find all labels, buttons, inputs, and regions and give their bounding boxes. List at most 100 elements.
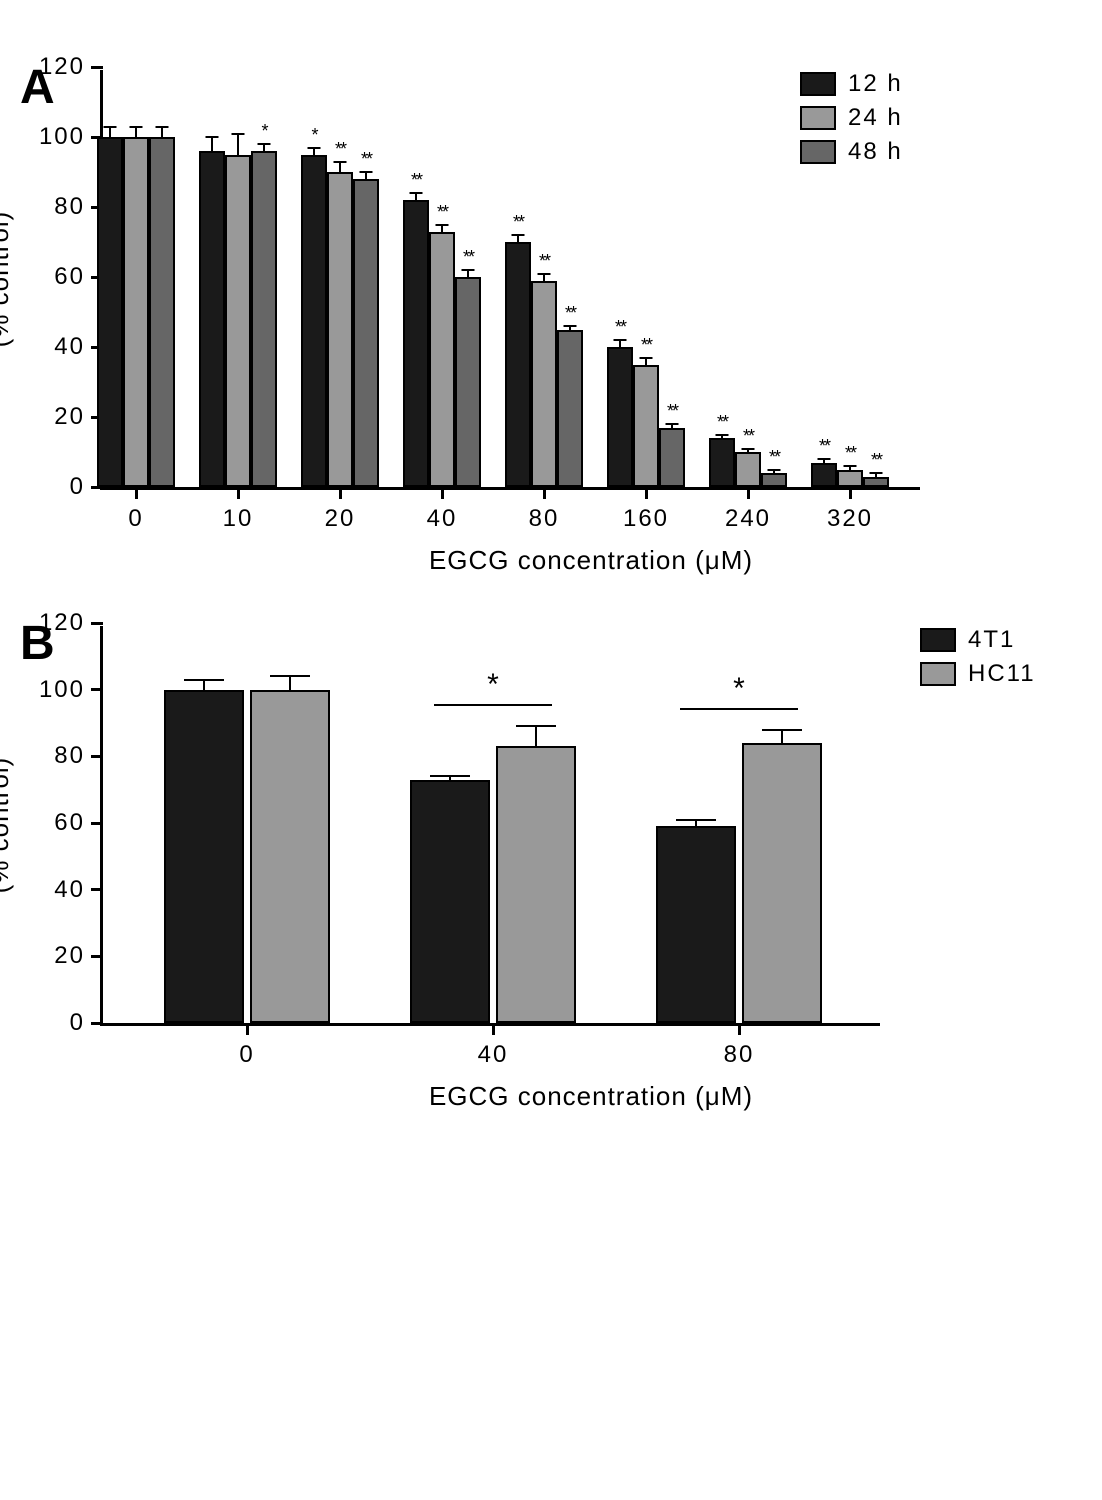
x-tick-label: 160 (623, 487, 669, 533)
error-bar (237, 134, 239, 155)
error-bar (289, 676, 291, 689)
x-tick-label: 0 (239, 1023, 254, 1069)
error-cap (436, 224, 449, 226)
legend-swatch (800, 72, 836, 96)
legend-item: HC11 (920, 660, 1036, 688)
bar (97, 137, 123, 487)
error-bar (645, 358, 647, 365)
error-cap (676, 819, 716, 821)
legend-item: 48 h (800, 138, 903, 166)
significance-marker: * (311, 125, 316, 146)
bar (410, 780, 490, 1023)
bar (164, 690, 244, 1023)
y-tick-label: 100 (39, 123, 103, 151)
error-bar (313, 148, 315, 155)
bar (863, 477, 889, 488)
error-bar (135, 127, 137, 138)
chart-b-xlabel: EGCG concentration (μM) (100, 1081, 1082, 1112)
legend-swatch (800, 106, 836, 130)
chart-b-legend: 4T1 HC11 (920, 626, 1036, 694)
bar (659, 428, 685, 488)
bar (505, 242, 531, 487)
comparison-line (680, 708, 798, 710)
figure-container: A Cell growth(% control)0204060801001200… (20, 70, 1082, 1112)
significance-marker: ** (437, 202, 447, 223)
y-tick-label: 60 (54, 263, 103, 291)
legend-label: HC11 (968, 660, 1036, 688)
error-bar (517, 235, 519, 242)
bar (327, 172, 353, 487)
error-cap (184, 679, 224, 681)
x-tick-label: 40 (427, 487, 458, 533)
panel-b: B Cell growth(% control)0204060801001200… (20, 626, 1082, 1112)
significance-marker: ** (819, 436, 829, 457)
legend-label: 4T1 (968, 626, 1015, 654)
error-cap (308, 147, 321, 149)
y-axis-label: Cell growth(% control) (0, 208, 17, 349)
error-cap (104, 126, 117, 128)
error-cap (430, 775, 470, 777)
bar (123, 137, 149, 487)
bar (656, 826, 736, 1023)
bar (742, 743, 822, 1023)
error-cap (844, 465, 857, 467)
bar (225, 155, 251, 488)
chart-a-area: Cell growth(% control)020406080100120010… (100, 70, 920, 490)
y-tick-label: 80 (54, 193, 103, 221)
comparison-star: * (487, 668, 499, 702)
error-cap (360, 171, 373, 173)
bar (607, 347, 633, 487)
significance-marker: ** (463, 247, 473, 268)
significance-marker: ** (513, 212, 523, 233)
error-cap (258, 143, 271, 145)
significance-marker: ** (769, 447, 779, 468)
error-cap (270, 675, 310, 677)
error-cap (640, 357, 653, 359)
significance-marker: ** (641, 335, 651, 356)
bar (250, 690, 330, 1023)
y-tick-label: 80 (54, 742, 103, 770)
significance-marker: ** (565, 303, 575, 324)
legend-swatch (920, 662, 956, 686)
error-bar (161, 127, 163, 138)
error-cap (716, 434, 729, 436)
error-cap (742, 448, 755, 450)
error-cap (538, 273, 551, 275)
y-tick-label: 120 (39, 53, 103, 81)
significance-marker: ** (361, 149, 371, 170)
comparison-line (434, 704, 552, 706)
error-bar (263, 144, 265, 151)
bar (149, 137, 175, 487)
error-cap (130, 126, 143, 128)
error-cap (512, 234, 525, 236)
y-tick-label: 40 (54, 876, 103, 904)
significance-marker: ** (615, 317, 625, 338)
error-bar (365, 172, 367, 179)
error-cap (564, 325, 577, 327)
error-cap (614, 339, 627, 341)
error-bar (467, 270, 469, 277)
panel-a: A Cell growth(% control)0204060801001200… (20, 70, 1082, 576)
y-tick-label: 120 (39, 609, 103, 637)
bar (633, 365, 659, 488)
chart-a-wrap: Cell growth(% control)020406080100120010… (100, 70, 1082, 576)
x-tick-label: 80 (724, 1023, 755, 1069)
legend-item: 12 h (800, 70, 903, 98)
y-tick-label: 0 (70, 1009, 103, 1037)
error-bar (211, 137, 213, 151)
bar (709, 438, 735, 487)
bar (403, 200, 429, 487)
legend-label: 24 h (848, 104, 903, 132)
legend-label: 48 h (848, 138, 903, 166)
error-bar (543, 274, 545, 281)
error-bar (781, 730, 783, 743)
y-tick-label: 60 (54, 809, 103, 837)
error-cap (768, 469, 781, 471)
x-tick-label: 10 (223, 487, 254, 533)
bar (353, 179, 379, 487)
bar (496, 746, 576, 1023)
error-cap (232, 133, 245, 135)
significance-marker: * (261, 121, 266, 142)
error-bar (619, 340, 621, 347)
y-tick-label: 20 (54, 403, 103, 431)
